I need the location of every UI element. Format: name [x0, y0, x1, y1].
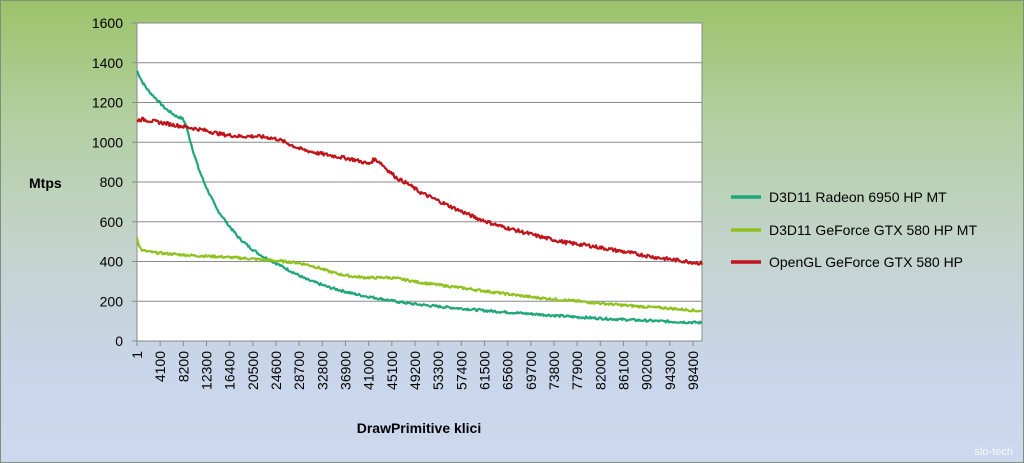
- y-tick-label: 0: [115, 333, 123, 349]
- x-tick-label: 90200: [639, 351, 655, 390]
- y-axis-title: Mtps: [29, 175, 62, 191]
- y-tick-label: 400: [100, 254, 124, 270]
- x-tick-label: 73800: [546, 351, 562, 390]
- legend: D3D11 Radeon 6950 HP MT D3D11 GeForce GTX…: [731, 189, 977, 270]
- y-tick-label: 1600: [92, 15, 123, 31]
- x-tick-label: 8200: [175, 351, 191, 382]
- x-tick-label: 20500: [245, 351, 261, 390]
- legend-label: D3D11 GeForce GTX 580 HP MT: [769, 222, 977, 238]
- y-tick-label: 200: [100, 293, 124, 309]
- x-tick-label: 65600: [500, 351, 516, 390]
- x-tick-label: 98400: [685, 351, 701, 390]
- series-line: [136, 70, 703, 325]
- series-lines: [135, 70, 704, 325]
- x-tick-label: 4100: [152, 351, 168, 382]
- x-tick-label: 82000: [592, 351, 608, 390]
- x-tick-label: 28700: [291, 351, 307, 390]
- x-axis-title: DrawPrimitive klici: [357, 420, 482, 436]
- y-tick-label: 1200: [92, 95, 123, 111]
- x-tick-label: 16400: [222, 351, 238, 390]
- x-tick-label: 45100: [384, 351, 400, 390]
- x-tick-label: 94300: [662, 351, 678, 390]
- legend-label: OpenGL GeForce GTX 580 HP: [769, 254, 963, 270]
- x-tick-label: 53300: [430, 351, 446, 390]
- series-line: [136, 116, 704, 266]
- x-tick-label: 12300: [198, 351, 214, 390]
- x-tick-label: 57400: [453, 351, 469, 390]
- x-tick-label: 69700: [523, 351, 539, 390]
- x-tick-label: 61500: [476, 351, 492, 390]
- y-tick-label: 1400: [92, 55, 123, 71]
- x-tick-labels: 1 4100 8200 12300 16400 20500 24600 28700 32800 3…: [129, 351, 701, 390]
- y-tick-label: 800: [100, 174, 124, 190]
- x-tick-label: 77900: [569, 351, 585, 390]
- x-tick-label: 1: [129, 351, 145, 359]
- x-tick-label: 41000: [361, 351, 377, 390]
- watermark-text: slo-tech: [974, 446, 1013, 458]
- y-tick-labels: 0 200 400 600 800 1000 1200 1400 1600: [92, 15, 123, 349]
- x-tick-label: 36900: [337, 351, 353, 390]
- y-tick-label: 1000: [92, 134, 123, 150]
- x-tick-label: 32800: [314, 351, 330, 390]
- legend-label: D3D11 Radeon 6950 HP MT: [769, 189, 947, 205]
- y-tick-label: 600: [100, 214, 124, 230]
- x-tick-label: 86100: [615, 351, 631, 390]
- series-line: [135, 237, 703, 313]
- gridlines: [132, 22, 702, 346]
- x-tick-label: 24600: [268, 351, 284, 390]
- x-tick-label: 49200: [407, 351, 423, 390]
